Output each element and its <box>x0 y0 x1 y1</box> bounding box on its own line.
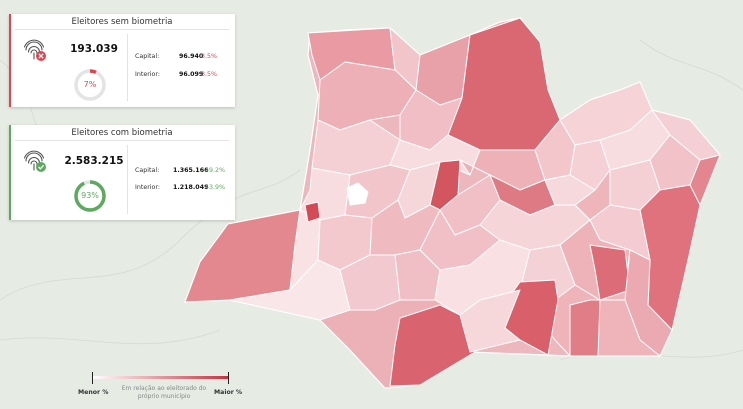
capital-row: Capital: 1.365.166 49.2% <box>135 167 226 174</box>
interior-pct: 43.9% <box>205 184 226 191</box>
municipality[interactable] <box>459 289 521 353</box>
municipality-white[interactable] <box>346 182 369 206</box>
interior-pct: 3.5% <box>201 71 217 78</box>
interior-value: 1.218.049 <box>173 184 209 191</box>
capital-value: 1.365.166 <box>173 167 209 174</box>
legend-max-label: Maior % <box>214 389 243 396</box>
card-com-biometria: Eleitores com biometria 2.583.215 93% Ca… <box>9 125 235 220</box>
percent-label: 93% <box>81 191 99 200</box>
legend-min-label: Menor % <box>78 389 109 396</box>
municipality[interactable] <box>389 304 476 387</box>
card-accent-bar <box>9 14 11 107</box>
municipality[interactable] <box>589 244 631 301</box>
municipality[interactable] <box>569 299 601 357</box>
map-legend: Menor % Em relação ao eleitorado do próp… <box>70 366 260 406</box>
interior-row: Interior: 1.218.049 43.9% <box>135 184 226 191</box>
municipality-capital-west[interactable] <box>304 201 321 223</box>
capital-pct: 3.5% <box>201 53 217 60</box>
percent-label: 7% <box>83 80 97 89</box>
card-sem-biometria: Eleitores sem biometria 193.039 7% Capit… <box>9 14 235 107</box>
capital-value: 96.940 <box>179 53 204 60</box>
capital-row: Capital: 96.940 3.5% <box>135 53 217 60</box>
fingerprint-x-icon <box>23 39 46 61</box>
municipality[interactable] <box>544 174 596 206</box>
percent-ring: 7% <box>73 68 107 102</box>
interior-row: Interior: 96.099 3.5% <box>135 71 217 78</box>
capital-pct: 49.2% <box>205 167 226 174</box>
total-value: 193.039 <box>70 43 118 55</box>
card-title: Eleitores com biometria <box>71 128 173 138</box>
fingerprint-check-icon <box>23 150 46 172</box>
percent-ring: 93% <box>73 179 107 213</box>
card-accent-bar <box>9 125 11 220</box>
legend-caption: Em relação ao eleitorado do próprio muni… <box>121 385 207 400</box>
interior-value: 96.099 <box>179 71 204 78</box>
card-title: Eleitores sem biometria <box>71 17 173 27</box>
legend-gradient <box>92 376 229 379</box>
total-value: 2.583.215 <box>64 155 124 167</box>
